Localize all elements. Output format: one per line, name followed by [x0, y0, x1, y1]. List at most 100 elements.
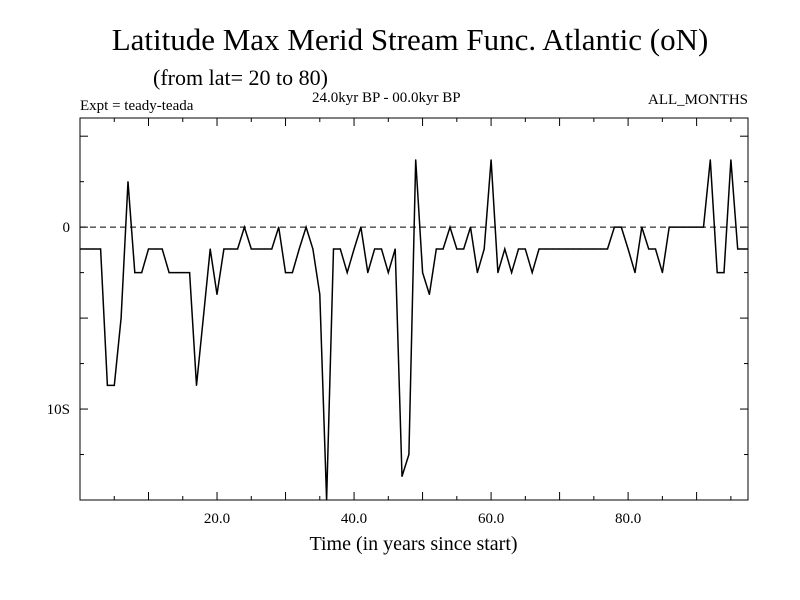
- data-point: [511, 272, 513, 274]
- data-point: [593, 248, 595, 250]
- plot-frame: [79, 117, 749, 501]
- data-point: [291, 272, 293, 274]
- data-point: [648, 248, 650, 250]
- data-point: [531, 272, 533, 274]
- data-point: [483, 248, 485, 250]
- data-point: [182, 272, 184, 274]
- data-point: [353, 248, 355, 250]
- data-point: [497, 272, 499, 274]
- chart-subtitle: (from lat= 20 to 80): [153, 65, 328, 90]
- data-point: [298, 248, 300, 250]
- data-point: [99, 248, 102, 250]
- data-point: [552, 248, 554, 250]
- data-point: [243, 226, 246, 228]
- data-point: [209, 248, 211, 250]
- data-point: [737, 248, 739, 250]
- x-tick-label: 40.0: [341, 511, 367, 527]
- data-point: [401, 475, 403, 477]
- data-point: [504, 248, 506, 250]
- data-point: [161, 248, 163, 250]
- data-point: [469, 226, 472, 228]
- data-point: [175, 272, 177, 274]
- data-point: [332, 248, 335, 250]
- data-point: [730, 159, 732, 161]
- data-point: [216, 293, 218, 296]
- data-point: [394, 248, 396, 250]
- data-point: [463, 248, 465, 250]
- data-point: [565, 248, 568, 250]
- data-point: [250, 248, 252, 250]
- data-point: [517, 248, 520, 250]
- data-point: [682, 226, 684, 228]
- data-point: [93, 248, 95, 250]
- data-point: [278, 226, 280, 228]
- data-point: [613, 226, 616, 228]
- data-point: [127, 181, 129, 183]
- data-point: [113, 384, 115, 386]
- data-point: [668, 226, 670, 228]
- data-point: [415, 159, 417, 161]
- data-point: [189, 272, 191, 274]
- data-point: [374, 248, 376, 250]
- data-point: [600, 248, 602, 250]
- series-points: [79, 159, 749, 501]
- data-point: [202, 317, 204, 319]
- data-point: [147, 248, 150, 250]
- data-point: [230, 248, 232, 250]
- data-point: [538, 248, 540, 250]
- data-point: [195, 384, 198, 386]
- chart-title: Latitude Max Merid Stream Func. Atlantic…: [111, 22, 709, 57]
- data-point: [449, 226, 451, 228]
- data-point: [154, 248, 156, 250]
- data-point: [326, 499, 328, 501]
- data-point: [476, 272, 478, 274]
- data-point: [702, 226, 705, 228]
- x-tick-label: 20.0: [204, 511, 230, 527]
- data-point: [141, 272, 143, 274]
- data-point: [106, 384, 109, 386]
- data-point: [236, 248, 239, 250]
- x-axis-label: Time (in years since start): [309, 533, 518, 555]
- experiment-label: Expt = teady-teada: [80, 98, 194, 114]
- data-point: [661, 272, 663, 274]
- x-tick-labels: 20.0 40.0 60.0 80.0: [204, 511, 641, 527]
- data-point: [634, 272, 636, 274]
- months-label: ALL_MONTHS: [648, 92, 748, 108]
- data-point: [421, 272, 424, 274]
- data-point: [696, 226, 698, 228]
- data-point: [689, 226, 691, 228]
- data-point: [168, 272, 170, 274]
- data-point: [319, 293, 321, 296]
- data-point: [346, 272, 348, 274]
- y-tick-label: 10S: [47, 402, 70, 418]
- data-point: [264, 248, 266, 250]
- data-point: [271, 248, 273, 250]
- x-tick-label: 80.0: [615, 511, 641, 527]
- data-point: [490, 159, 492, 161]
- data-point: [408, 453, 410, 456]
- data-point: [435, 248, 437, 250]
- data-point: [545, 248, 547, 250]
- data-point: [360, 226, 362, 228]
- data-point: [86, 248, 88, 250]
- data-point: [606, 248, 609, 250]
- data-point: [723, 272, 725, 274]
- data-point: [312, 248, 314, 250]
- data-point: [380, 248, 383, 250]
- data-point: [743, 248, 746, 250]
- axis-ticks: [80, 118, 748, 500]
- data-point: [442, 248, 444, 250]
- y-tick-labels: 0 10S: [47, 220, 70, 418]
- data-point: [572, 248, 574, 250]
- data-point: [387, 272, 389, 274]
- data-point: [716, 272, 718, 274]
- data-point: [223, 248, 225, 250]
- data-point: [257, 248, 259, 250]
- data-point: [579, 248, 581, 250]
- data-point: [747, 248, 749, 250]
- data-point: [367, 272, 369, 274]
- data-point: [339, 248, 341, 250]
- data-point: [524, 248, 526, 250]
